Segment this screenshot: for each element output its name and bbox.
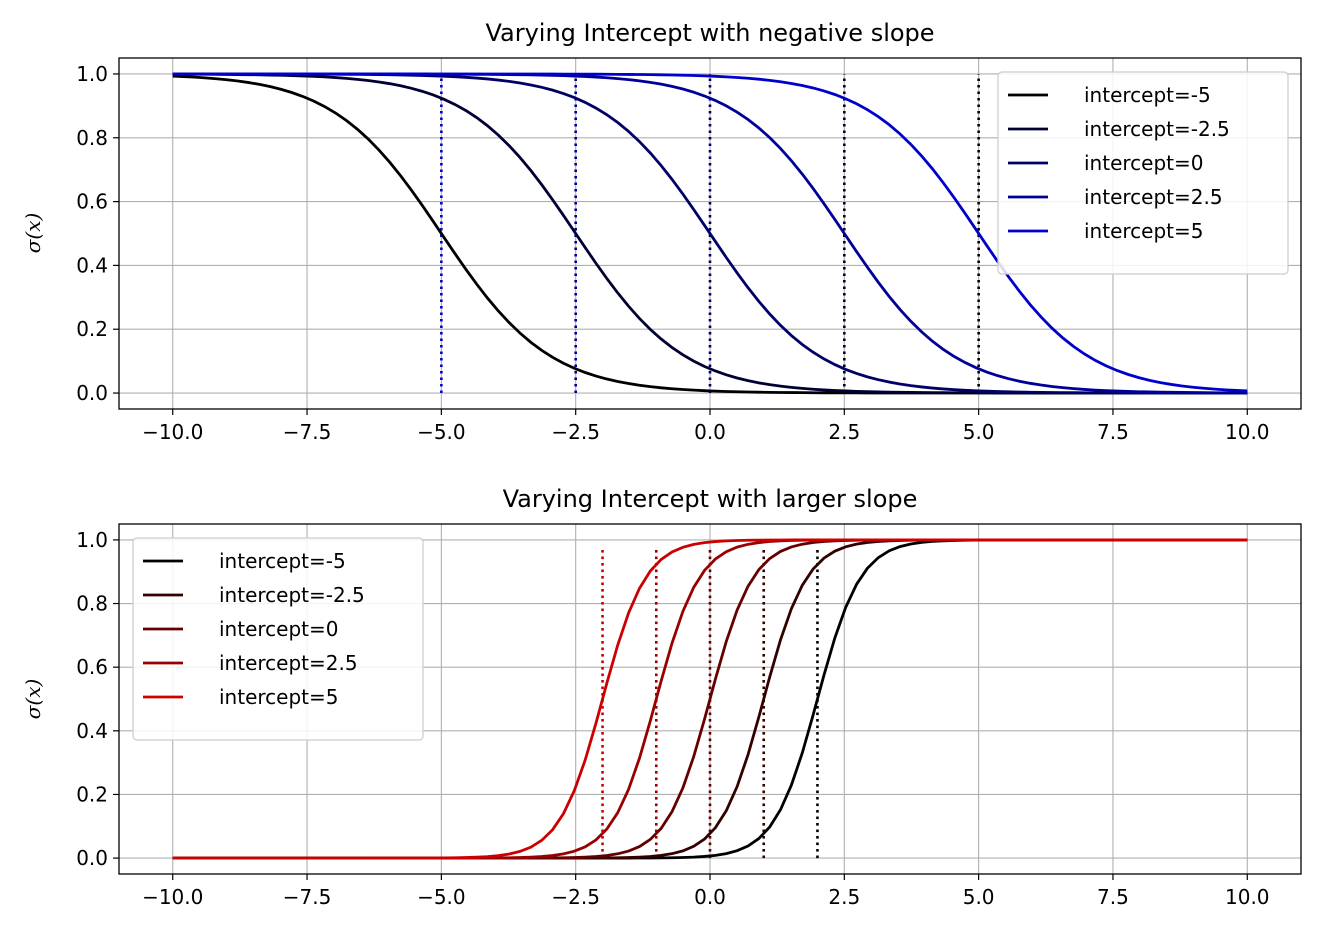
y-tick-label: 0.6 bbox=[76, 655, 108, 679]
x-tick-label: 5.0 bbox=[963, 885, 995, 909]
legend-box bbox=[132, 537, 424, 741]
series-lines bbox=[172, 72, 1248, 395]
legend-label: intercept=-2.5 bbox=[1084, 117, 1230, 141]
x-tick-label: −7.5 bbox=[283, 885, 332, 909]
x-tick-label: 0.0 bbox=[694, 885, 726, 909]
legend-label: intercept=0 bbox=[219, 617, 338, 641]
legend-label: intercept=-5 bbox=[219, 549, 346, 573]
series-lines bbox=[172, 538, 1248, 860]
y-tick-label: 0.8 bbox=[76, 126, 108, 150]
x-tick-label: −5.0 bbox=[417, 885, 466, 909]
legend-label: intercept=5 bbox=[1084, 219, 1203, 243]
x-tick-label: −10.0 bbox=[142, 420, 203, 444]
y-axis-label: σ(x) bbox=[21, 213, 45, 254]
midpoint-lines bbox=[440, 73, 980, 394]
chart-negative-slope: Varying Intercept with negative slope σ(… bbox=[21, 19, 1302, 444]
series-line bbox=[172, 538, 1248, 860]
y-tick-label: 0.0 bbox=[76, 381, 108, 405]
x-tick-label: 5.0 bbox=[963, 420, 995, 444]
y-tick-label: 0.4 bbox=[76, 719, 108, 743]
y-tick-label: 0.2 bbox=[76, 317, 108, 341]
y-axis-label: σ(x) bbox=[21, 679, 45, 720]
y-axis-ticks: 0.0 0.2 0.4 0.6 0.8 1.0 bbox=[76, 528, 119, 870]
x-axis-ticks: −10.0 −7.5 −5.0 −2.5 0.0 2.5 5.0 7.5 10.0 bbox=[142, 409, 1270, 444]
y-tick-label: 0.0 bbox=[76, 846, 108, 870]
x-tick-label: −2.5 bbox=[551, 420, 600, 444]
chart-title: Varying Intercept with larger slope bbox=[503, 485, 918, 513]
legend-box bbox=[997, 71, 1289, 275]
y-tick-label: 0.4 bbox=[76, 253, 108, 277]
y-axis-ticks: 0.0 0.2 0.4 0.6 0.8 1.0 bbox=[76, 62, 119, 405]
x-tick-label: 0.0 bbox=[694, 420, 726, 444]
y-tick-label: 0.6 bbox=[76, 190, 108, 214]
x-tick-label: −10.0 bbox=[142, 885, 203, 909]
x-tick-label: −7.5 bbox=[283, 420, 332, 444]
x-axis-ticks: −10.0 −7.5 −5.0 −2.5 0.0 2.5 5.0 7.5 10.0 bbox=[142, 874, 1270, 909]
legend-label: intercept=-5 bbox=[1084, 83, 1211, 107]
x-tick-label: 2.5 bbox=[828, 420, 860, 444]
y-tick-label: 1.0 bbox=[76, 62, 108, 86]
legend-label: intercept=2.5 bbox=[219, 651, 358, 675]
legend-label: intercept=5 bbox=[219, 685, 338, 709]
x-tick-label: 2.5 bbox=[828, 885, 860, 909]
x-tick-label: −5.0 bbox=[417, 420, 466, 444]
x-tick-label: 7.5 bbox=[1097, 420, 1129, 444]
series-line bbox=[172, 72, 1248, 393]
x-tick-label: 10.0 bbox=[1225, 885, 1270, 909]
legend: intercept=-5 intercept=-2.5 intercept=0 int… bbox=[997, 71, 1289, 275]
y-tick-label: 1.0 bbox=[76, 528, 108, 552]
x-tick-label: −2.5 bbox=[551, 885, 600, 909]
legend-label: intercept=-2.5 bbox=[219, 583, 365, 607]
x-tick-label: 7.5 bbox=[1097, 885, 1129, 909]
legend: intercept=-5 intercept=-2.5 intercept=0 int… bbox=[132, 537, 424, 741]
chart-title: Varying Intercept with negative slope bbox=[485, 19, 934, 47]
x-tick-label: 10.0 bbox=[1225, 420, 1270, 444]
y-tick-label: 0.2 bbox=[76, 782, 108, 806]
legend-label: intercept=2.5 bbox=[1084, 185, 1223, 209]
chart-larger-slope: Varying Intercept with larger slope σ(x)… bbox=[21, 485, 1302, 909]
legend-label: intercept=0 bbox=[1084, 151, 1203, 175]
y-tick-label: 0.8 bbox=[76, 592, 108, 616]
